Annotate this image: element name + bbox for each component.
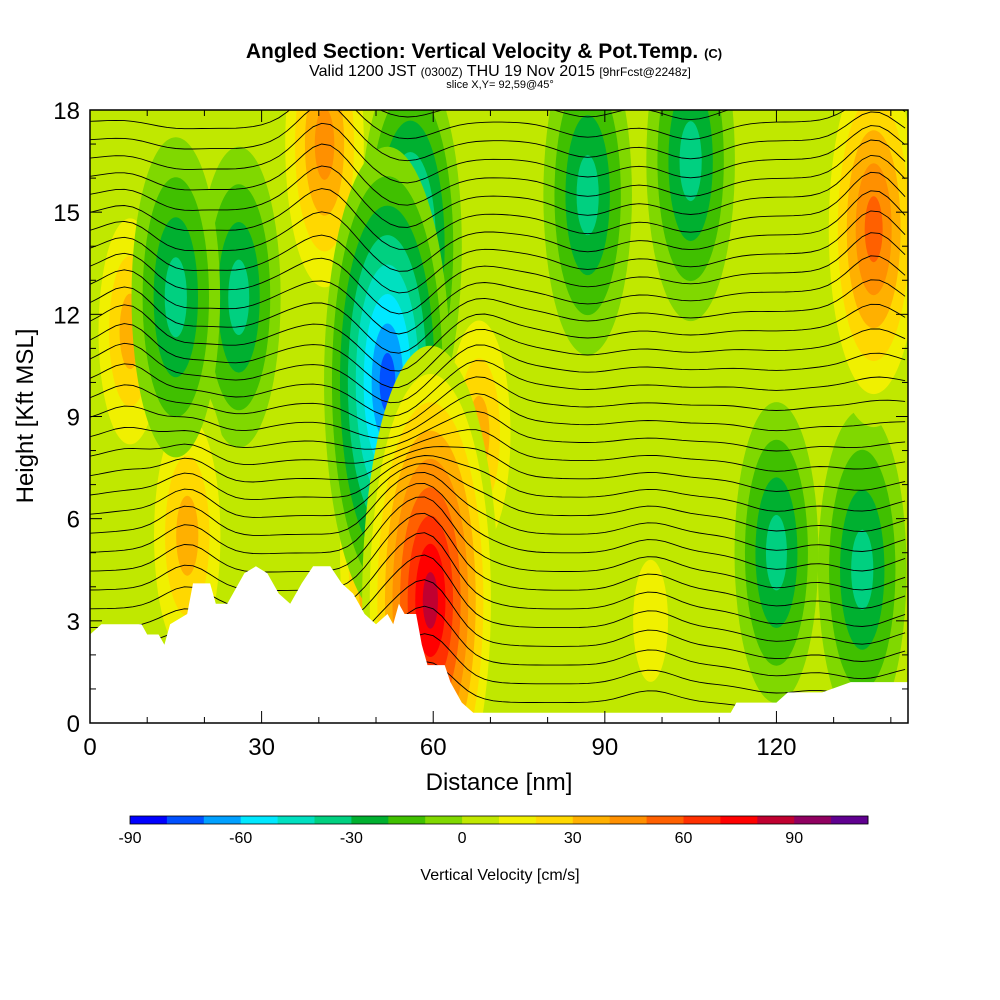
colorbar-swatch bbox=[166, 816, 205, 824]
y-tick-label: 3 bbox=[67, 609, 80, 636]
colorbar-swatch bbox=[388, 816, 426, 824]
colorbar-swatch bbox=[277, 816, 315, 824]
colorbar-swatch bbox=[535, 816, 574, 824]
colorbar-label: Vertical Velocity [cm/s] bbox=[420, 867, 579, 884]
isentrope-line bbox=[90, 139, 906, 206]
y-tick-label: 9 bbox=[67, 405, 80, 432]
x-tick-label: 30 bbox=[248, 734, 275, 761]
isentrope-line bbox=[90, 279, 906, 354]
isentrope-line bbox=[90, 110, 906, 162]
isentrope-line bbox=[90, 190, 906, 272]
x-tick-label: 0 bbox=[83, 734, 96, 761]
updraft-core bbox=[615, 498, 686, 723]
y-tick-label: 12 bbox=[53, 302, 80, 329]
updraft-core bbox=[275, 110, 374, 324]
isentrope-line bbox=[90, 210, 906, 294]
colorbar: -90 -60 -30 0 30 60 90 bbox=[118, 815, 869, 847]
colorbar-tick-label: 90 bbox=[785, 830, 803, 847]
colorbar-swatch bbox=[609, 816, 648, 824]
downdraft-core bbox=[543, 110, 632, 356]
velocity-band bbox=[164, 257, 187, 338]
colorbar-swatch bbox=[130, 816, 168, 824]
colorbar-swatch bbox=[499, 816, 537, 824]
isentrope-line bbox=[90, 512, 906, 609]
colorbar-frame bbox=[129, 815, 869, 825]
isentrope-line bbox=[90, 483, 906, 572]
velocity-band bbox=[176, 495, 199, 576]
colorbar-swatch bbox=[462, 816, 500, 824]
x-axis-label: Distance [nm] bbox=[426, 769, 573, 796]
downdraft-core bbox=[646, 110, 735, 322]
isentrope-line bbox=[90, 360, 906, 417]
y-axis: 0 3 6 9 12 15 18 bbox=[53, 98, 908, 738]
isentrope-line bbox=[90, 429, 906, 472]
chart-title: Angled Section: Vertical Velocity & Pot.… bbox=[246, 40, 722, 63]
velocity-band bbox=[765, 515, 787, 591]
isentrope-line bbox=[90, 232, 906, 315]
isentrope-line bbox=[90, 532, 906, 627]
velocity-band bbox=[228, 259, 250, 336]
isentrope-line bbox=[90, 122, 906, 184]
terrain-mask bbox=[90, 566, 908, 723]
colorbar-tick-label: 0 bbox=[458, 830, 467, 847]
colorbar-swatch bbox=[240, 816, 279, 824]
isentrope-line bbox=[90, 463, 906, 532]
isentrope-line bbox=[90, 446, 906, 492]
velocity-band bbox=[633, 559, 668, 682]
colorbar-tick-label: 30 bbox=[564, 830, 582, 847]
colorbar-swatch bbox=[572, 816, 611, 824]
y-tick-label: 0 bbox=[67, 711, 80, 738]
x-axis: 0 30 60 90 120 bbox=[83, 110, 892, 761]
isentrope-line bbox=[90, 376, 906, 429]
colorbar-swatch bbox=[831, 816, 869, 824]
plot-area bbox=[90, 110, 908, 723]
downdraft-core bbox=[131, 137, 221, 458]
valid-time-subtitle: Valid 1200 JST (0300Z) THU 19 Nov 2015 [… bbox=[309, 63, 691, 80]
isentrope-line bbox=[90, 110, 906, 140]
colorbar-swatch bbox=[757, 816, 795, 824]
colorbar-swatch bbox=[794, 816, 832, 824]
colorbar-tick-label: -90 bbox=[118, 830, 141, 847]
colorbar-swatch bbox=[203, 816, 242, 824]
y-tick-label: 18 bbox=[53, 98, 80, 125]
isentrope-line bbox=[90, 455, 906, 512]
isentrope-line bbox=[90, 323, 906, 388]
isentrope-line bbox=[90, 496, 906, 591]
y-tick-label: 6 bbox=[67, 507, 80, 534]
isentrope-line bbox=[90, 154, 906, 228]
colorbar-swatch bbox=[646, 816, 684, 824]
y-tick-label: 15 bbox=[53, 200, 80, 227]
downdraft-core bbox=[196, 146, 281, 448]
colorbar-swatch bbox=[314, 816, 352, 824]
isentrope-line bbox=[90, 472, 906, 552]
downdraft-core bbox=[734, 402, 819, 704]
colorbar-swatch bbox=[351, 816, 389, 824]
colorbar-swatch bbox=[720, 816, 758, 824]
isentrope-line bbox=[90, 342, 906, 404]
colorbar-swatch bbox=[425, 816, 463, 824]
isentrope-line bbox=[90, 171, 906, 250]
isentrope-line bbox=[90, 255, 906, 335]
velocity-band bbox=[864, 196, 883, 263]
downdraft-core bbox=[817, 409, 907, 723]
updraft-core bbox=[819, 110, 908, 428]
colorbar-swatch bbox=[683, 816, 721, 824]
colorbar-tick-label: -60 bbox=[229, 830, 252, 847]
colorbar-tick-label: -30 bbox=[340, 830, 363, 847]
velocity-band bbox=[422, 572, 438, 629]
isentrope-line bbox=[90, 303, 906, 372]
x-tick-label: 60 bbox=[420, 734, 447, 761]
x-tick-label: 120 bbox=[756, 734, 796, 761]
slice-subtitle: slice X,Y= 92,59@45° bbox=[446, 79, 554, 91]
y-axis-label: Height [Kft MSL] bbox=[12, 329, 39, 504]
velocity-band bbox=[679, 121, 702, 202]
isentrope-line bbox=[90, 393, 906, 439]
velocity-band bbox=[314, 110, 335, 180]
x-tick-label: 90 bbox=[591, 734, 618, 761]
colorbar-tick-label: 60 bbox=[675, 830, 693, 847]
isentrope-line bbox=[90, 410, 906, 452]
